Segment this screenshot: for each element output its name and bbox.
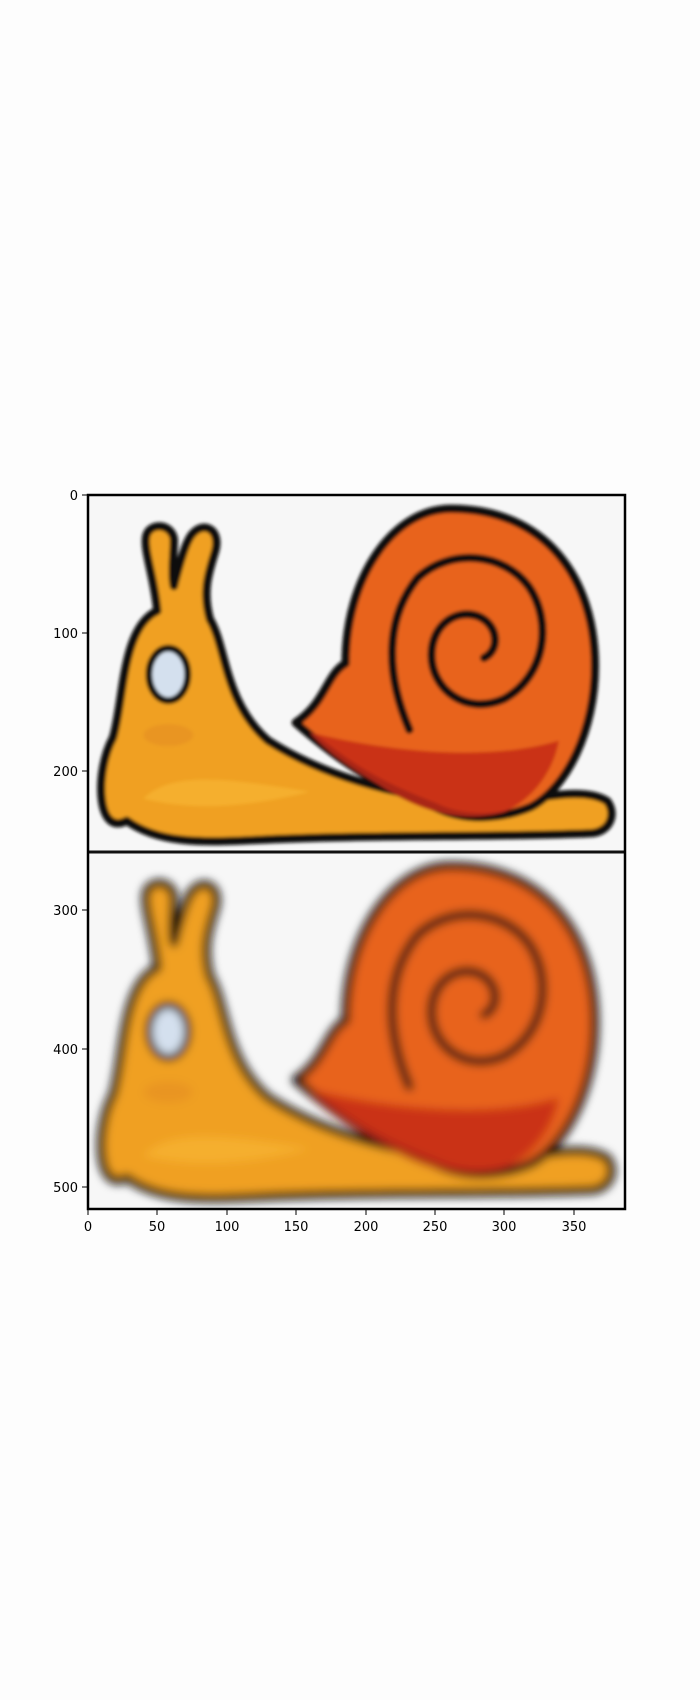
x-tick-label: 0 <box>84 1220 92 1235</box>
x-tick-label: 250 <box>423 1220 448 1235</box>
y-tick-label: 500 <box>53 1181 78 1196</box>
y-tick-label: 100 <box>53 627 78 642</box>
y-tick-label: 0 <box>70 489 78 504</box>
x-tick-label: 200 <box>354 1220 379 1235</box>
x-tick-label: 350 <box>562 1220 587 1235</box>
axes-frame <box>86 493 627 1211</box>
y-tick-label: 400 <box>53 1043 78 1058</box>
x-tick-label: 300 <box>492 1220 517 1235</box>
x-tick-label: 150 <box>284 1220 309 1235</box>
x-tick-label: 100 <box>215 1220 240 1235</box>
y-tick-label: 200 <box>53 765 78 780</box>
x-tick-label: 50 <box>149 1220 166 1235</box>
y-tick-label: 300 <box>53 904 78 919</box>
y-axis: 0 100 200 300 400 500 <box>53 489 88 1196</box>
x-axis: 0 50 100 150 200 250 300 350 <box>84 1209 587 1235</box>
